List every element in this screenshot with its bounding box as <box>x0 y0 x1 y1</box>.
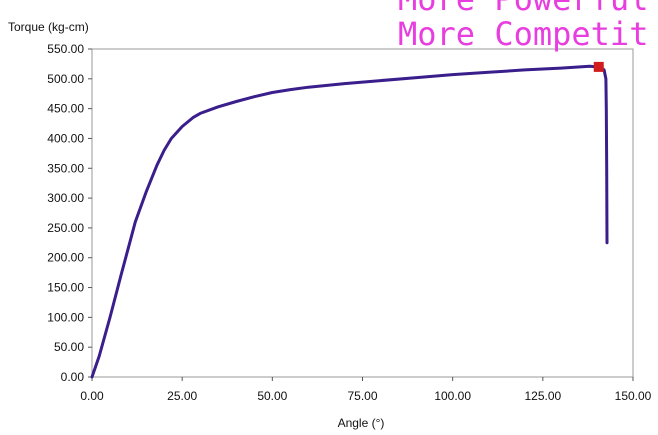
y-tick-label: 250.00 <box>47 221 84 235</box>
x-tick-label: 75.00 <box>347 389 377 403</box>
y-tick-label: 500.00 <box>47 72 84 86</box>
x-tick-label: 150.00 <box>615 389 652 403</box>
y-tick-label: 550.00 <box>47 42 84 56</box>
x-axis-label: Angle (°) <box>338 416 385 430</box>
plot-frame <box>91 48 634 378</box>
series-line-torque <box>90 64 609 379</box>
x-tick-label: 25.00 <box>167 389 197 403</box>
y-tick-label: 450.00 <box>47 102 84 116</box>
axes: 0.00 25.00 50.00 75.00 100.00 125.00 150.00 0.0… <box>47 42 651 403</box>
y-tick-label: 150.00 <box>47 281 84 295</box>
overlay-text-line-1: More Powerful <box>398 0 648 15</box>
x-tick-label: 100.00 <box>434 389 471 403</box>
y-tick-label: 200.00 <box>47 251 84 265</box>
x-tick-label: 50.00 <box>257 389 287 403</box>
x-tick-label: 0.00 <box>80 389 104 403</box>
y-tick-label: 350.00 <box>47 161 84 175</box>
y-tick-label: 0.00 <box>61 370 85 384</box>
y-tick-label: 100.00 <box>47 310 84 324</box>
y-tick-label: 50.00 <box>54 340 84 354</box>
peak-marker <box>593 61 604 72</box>
x-tick-label: 125.00 <box>524 389 561 403</box>
series-layer <box>90 61 609 379</box>
y-tick-label: 400.00 <box>47 131 84 145</box>
overlay-text-line-2: More Competit <box>398 15 649 53</box>
y-tick-label: 300.00 <box>47 191 84 205</box>
y-axis-label: Torque (kg-cm) <box>8 20 89 34</box>
